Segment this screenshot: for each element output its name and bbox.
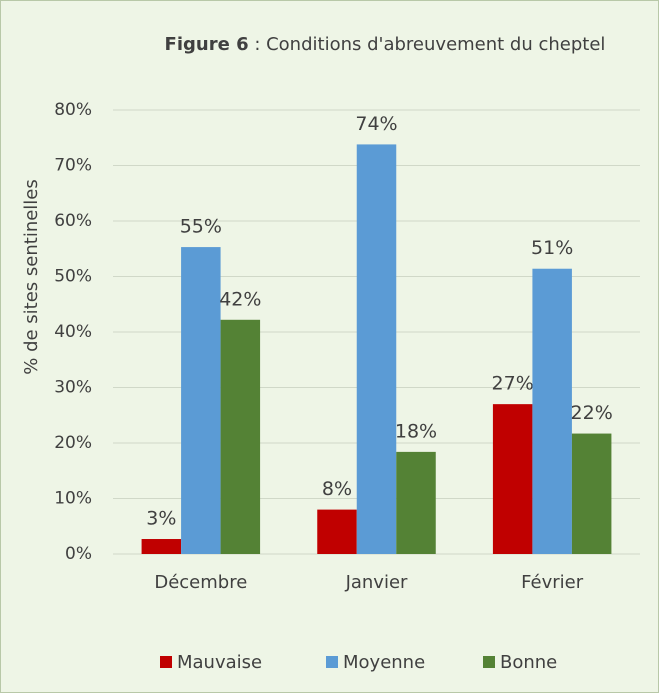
legend-swatch: [160, 656, 172, 668]
y-tick-label: 0%: [65, 544, 92, 564]
legend-label: Mauvaise: [177, 652, 262, 673]
data-label: 55%: [180, 216, 222, 238]
legend-swatch: [326, 656, 338, 668]
data-label: 74%: [355, 113, 397, 135]
bar: [492, 404, 533, 554]
bar: [181, 247, 221, 554]
x-tick-label: Janvier: [345, 572, 408, 593]
y-tick-label: 20%: [54, 433, 92, 453]
title-bold: Figure 6: [165, 34, 249, 55]
y-tick-label: 40%: [54, 322, 92, 342]
bar: [141, 539, 182, 554]
bar: [571, 433, 612, 554]
legend-swatch: [483, 656, 495, 668]
x-tick-label: Décembre: [154, 572, 247, 593]
bar: [220, 319, 261, 554]
data-label: 22%: [571, 402, 613, 424]
y-tick-label: 60%: [54, 211, 92, 231]
y-tick-label: 30%: [54, 378, 92, 398]
bar: [532, 268, 572, 554]
y-tick-label: 80%: [54, 100, 92, 120]
bar: [317, 509, 357, 554]
data-label: 51%: [531, 237, 573, 259]
title-rest: : Conditions d'abreuvement du cheptel: [249, 34, 606, 55]
data-label: 8%: [322, 478, 352, 500]
y-tick-label: 70%: [54, 156, 92, 176]
x-tick-label: Février: [521, 572, 584, 593]
data-label: 42%: [219, 288, 261, 310]
bar: [356, 144, 397, 554]
data-label: 3%: [146, 508, 176, 530]
data-label: 18%: [395, 420, 437, 442]
legend-label: Bonne: [500, 652, 557, 673]
legend-label: Moyenne: [343, 652, 425, 673]
data-label: 27%: [492, 373, 534, 395]
y-tick-label: 50%: [54, 267, 92, 287]
y-tick-label: 10%: [54, 489, 92, 509]
bar: [396, 451, 436, 554]
chart-title: Figure 6 : Conditions d'abreuvement du c…: [165, 34, 606, 55]
y-axis-label: % de sites sentinelles: [21, 179, 42, 375]
